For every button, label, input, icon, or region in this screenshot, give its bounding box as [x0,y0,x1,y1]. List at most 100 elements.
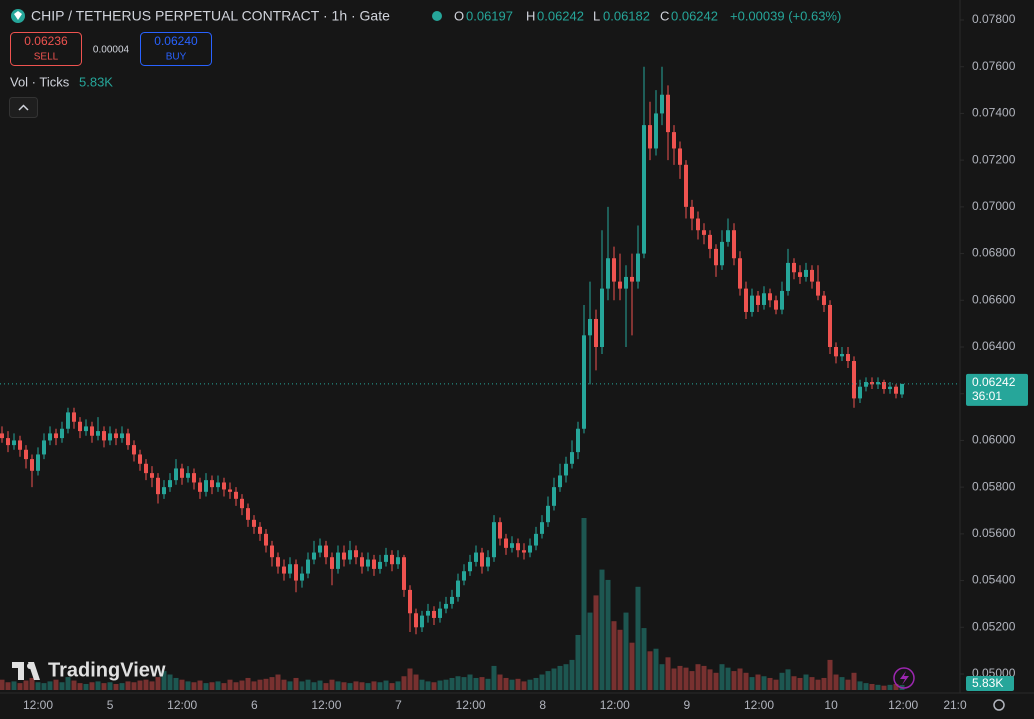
volume-bar [353,681,359,690]
candle-body [384,554,388,562]
sell-label[interactable]: SELL [34,52,59,63]
candle-body [150,473,154,478]
volume-bar [443,679,449,690]
candle-body [786,262,790,291]
volume-bar [503,677,509,690]
candle-body [60,428,64,439]
volume-bar [671,668,677,690]
candle-body [0,433,4,439]
y-tick-label: 0.05600 [972,526,1016,540]
volume-bar [815,679,821,690]
volume-bar [275,674,281,690]
volume-bar [521,681,527,690]
candle-body [846,354,850,362]
alert-icon[interactable] [893,667,915,689]
candle-body [888,386,892,390]
candle-body [342,552,346,560]
volume-bar [131,682,137,690]
candle-body [276,557,280,567]
candle-body [306,559,310,574]
sell-button[interactable]: 0.06236 SELL [10,32,82,66]
x-tick-label: 6 [251,698,258,712]
buy-label[interactable]: BUY [166,52,187,63]
volume-bar [101,683,107,690]
candle-body [360,557,364,567]
volume-bar [497,674,503,690]
volume-bar [887,684,893,690]
candle-body [642,125,646,254]
logo-icon [12,662,40,680]
volume-bar [5,682,11,690]
candle-body [552,487,556,506]
x-tick-label: 12:00 [167,698,197,712]
volume-bar [257,679,263,690]
candle-body [102,431,106,441]
candle-body [480,552,484,567]
volume-bar [383,680,389,690]
volume-bar [647,651,653,690]
volume-bar [533,677,539,690]
candle-body [234,491,238,499]
candle-body [648,125,652,149]
volume-bar [167,674,173,690]
symbol-icon-glyph [14,11,22,20]
sell-price[interactable]: 0.06236 [24,34,68,48]
buy-price[interactable]: 0.06240 [154,34,198,48]
volume-bar [857,681,863,690]
x-tick-label: 9 [684,698,691,712]
volume-bar [311,682,317,690]
volume-bar [599,569,605,690]
sell-box[interactable] [10,32,82,66]
x-tick-label: 5 [107,698,114,712]
candle-body [600,288,604,347]
collapse-button[interactable] [9,97,38,118]
candle-body [558,475,562,488]
chart-title: CHIP / TETHERUS PERPETUAL CONTRACT · 1h … [31,8,390,24]
volume-bar [767,677,773,690]
candle-body [420,615,424,628]
volume-bar [113,683,119,690]
settings-icon[interactable] [993,699,1005,711]
candle-body [6,438,10,446]
candle-body [564,463,568,476]
spread: 0.00004 [93,45,130,56]
candle-body [204,480,208,492]
y-tick-label: 0.05400 [972,573,1016,587]
candle-body [402,557,406,590]
volume-bar [797,677,803,690]
ohlc-label: C [660,8,669,23]
candle-body [570,452,574,464]
volume-bar [821,677,827,690]
volume-bar [419,679,425,690]
candle-body [870,382,874,385]
candle-body [492,522,496,558]
volume-bar [653,648,659,690]
x-tick-label: 10 [824,698,838,712]
y-tick-label: 0.07800 [972,12,1016,26]
y-tick-label: 0.07600 [972,59,1016,73]
candle-body [474,552,478,562]
volume-bar [881,685,887,690]
volume-bar [713,672,719,690]
collapse-icon[interactable] [18,104,29,111]
collapse-box[interactable] [9,97,38,118]
buy-button[interactable]: 0.06240 BUY [140,32,212,66]
candle-body [426,610,430,616]
candle-body [264,533,268,546]
candle-body [510,543,514,548]
volume-bar [611,621,617,690]
candle-body [162,487,166,495]
volume-bar [809,677,815,690]
volume-bar [59,682,65,690]
candle-body [582,335,586,429]
volume-bar [263,678,269,690]
x-tick-label: 12:00 [311,698,341,712]
volume-bar [695,664,701,690]
buy-box[interactable] [140,32,212,66]
volume-bar [803,674,809,690]
volume-bar [575,634,581,690]
candle-body [576,428,580,453]
alert-bolt[interactable] [900,671,909,685]
candle-body [528,545,532,553]
